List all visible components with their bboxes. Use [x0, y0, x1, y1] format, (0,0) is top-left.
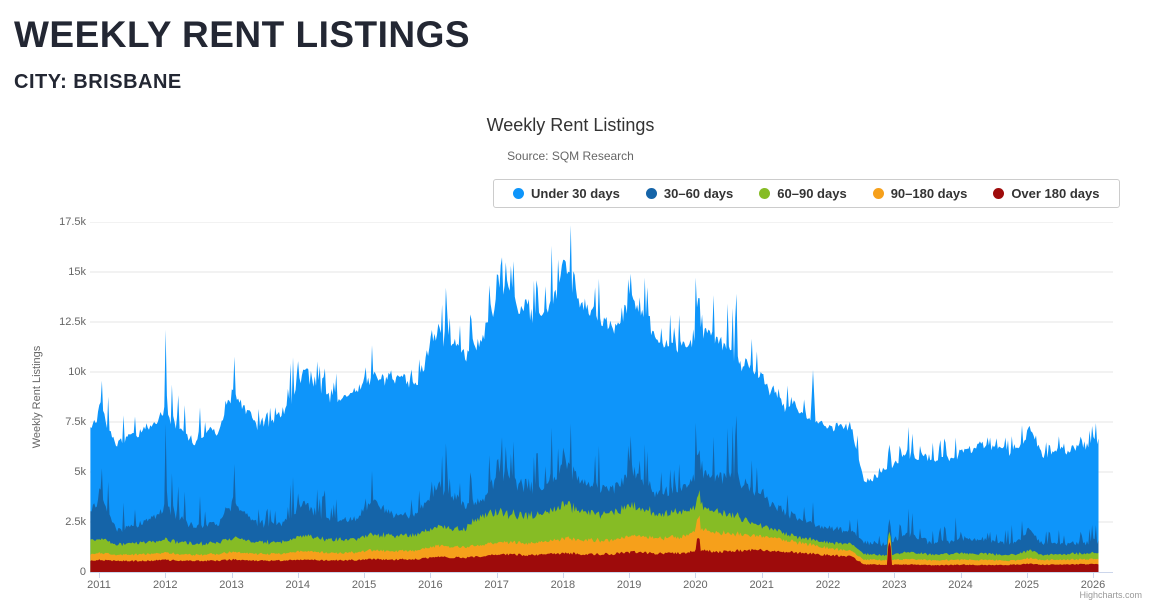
x-axis-label: 2025 [1014, 579, 1039, 591]
x-axis-tick [761, 572, 763, 578]
x-axis-tick [827, 572, 829, 578]
y-axis-label: 2.5k [65, 516, 86, 528]
y-axis-label: 12.5k [59, 316, 86, 328]
x-axis-label: 2022 [815, 579, 841, 591]
area-series-over_180_days[interactable] [90, 538, 1099, 572]
area-series-30_60_days[interactable] [90, 415, 1099, 572]
x-axis-tick [695, 572, 697, 578]
x-axis-label: 2016 [418, 579, 443, 591]
legend-item-label: 30–60 days [663, 186, 734, 201]
x-axis-label: 2021 [749, 579, 774, 591]
x-axis-label: 2011 [87, 579, 111, 591]
y-axis-title: Weekly Rent Listings [31, 345, 43, 449]
y-axis-label: 7.5k [65, 416, 86, 428]
x-axis-label: 2024 [948, 579, 973, 591]
legend-marker-icon [993, 188, 1005, 199]
x-axis-tick [960, 572, 962, 578]
highcharts-credits-link[interactable]: Highcharts.com [1079, 590, 1142, 600]
y-axis-label: 10k [68, 366, 86, 378]
x-axis-label: 2020 [683, 579, 708, 591]
legend-item-label: Over 180 days [1011, 186, 1100, 201]
x-axis-tick [562, 572, 564, 578]
x-axis-tick [297, 572, 299, 578]
legend-marker-icon [513, 188, 524, 199]
x-axis-label: 2014 [285, 579, 311, 591]
x-axis-label: 2019 [616, 579, 642, 591]
x-axis-line [90, 572, 1113, 573]
page-subtitle-city: CITY: BRISBANE [14, 71, 182, 93]
x-axis-label: 2023 [881, 579, 907, 591]
x-axis-label: 2013 [219, 579, 244, 591]
x-axis-tick [496, 572, 498, 578]
x-axis-tick [629, 572, 631, 578]
legend-item-30_60_days[interactable]: 30–60 days [633, 186, 746, 201]
legend-marker-icon [645, 188, 657, 199]
chart-legend: Under 30 days 30–60 days 60–90 days 90–180 … [493, 179, 1120, 208]
plot-area [90, 222, 1113, 572]
legend-item-label: 60–90 days [777, 186, 847, 201]
chart-title: Weekly Rent Listings [486, 115, 655, 135]
y-axis-label: 5k [74, 466, 86, 478]
legend-marker-icon [872, 188, 884, 199]
legend-item-label: Under 30 days [531, 186, 620, 201]
legend-item-60_90_days[interactable]: 60–90 days [746, 186, 859, 201]
chart-subtitle: Source: SQM Research [507, 149, 634, 163]
area-series-under_30_days[interactable] [90, 225, 1099, 572]
y-axis-label: 17.5k [59, 216, 86, 228]
x-axis-tick [99, 572, 100, 578]
x-axis-tick [231, 572, 233, 578]
x-axis-label: 2012 [153, 579, 178, 591]
x-axis-label: 2017 [484, 579, 509, 591]
legend-item-under_30_days[interactable]: Under 30 days [500, 186, 633, 201]
y-axis-label: 15k [68, 266, 86, 278]
x-axis-label: 2015 [351, 579, 377, 591]
legend-item-over_180_days[interactable]: Over 180 days [980, 186, 1112, 201]
x-axis-tick [364, 572, 366, 578]
legend-item-label: 90–180 days [890, 186, 968, 201]
x-axis-tick [1026, 572, 1028, 578]
page-title: WEEKLY RENT LISTINGS [14, 14, 471, 55]
x-axis-label: 2026 [1080, 579, 1106, 591]
legend-item-90_180_days[interactable]: 90–180 days [860, 186, 981, 201]
x-axis-label: 2018 [550, 579, 576, 591]
x-axis-tick [894, 572, 896, 578]
legend-marker-icon [759, 188, 771, 199]
x-axis-tick [165, 572, 167, 578]
x-axis-tick [1093, 572, 1095, 578]
y-axis-label: 0 [79, 566, 86, 578]
x-axis-tick [430, 572, 432, 578]
